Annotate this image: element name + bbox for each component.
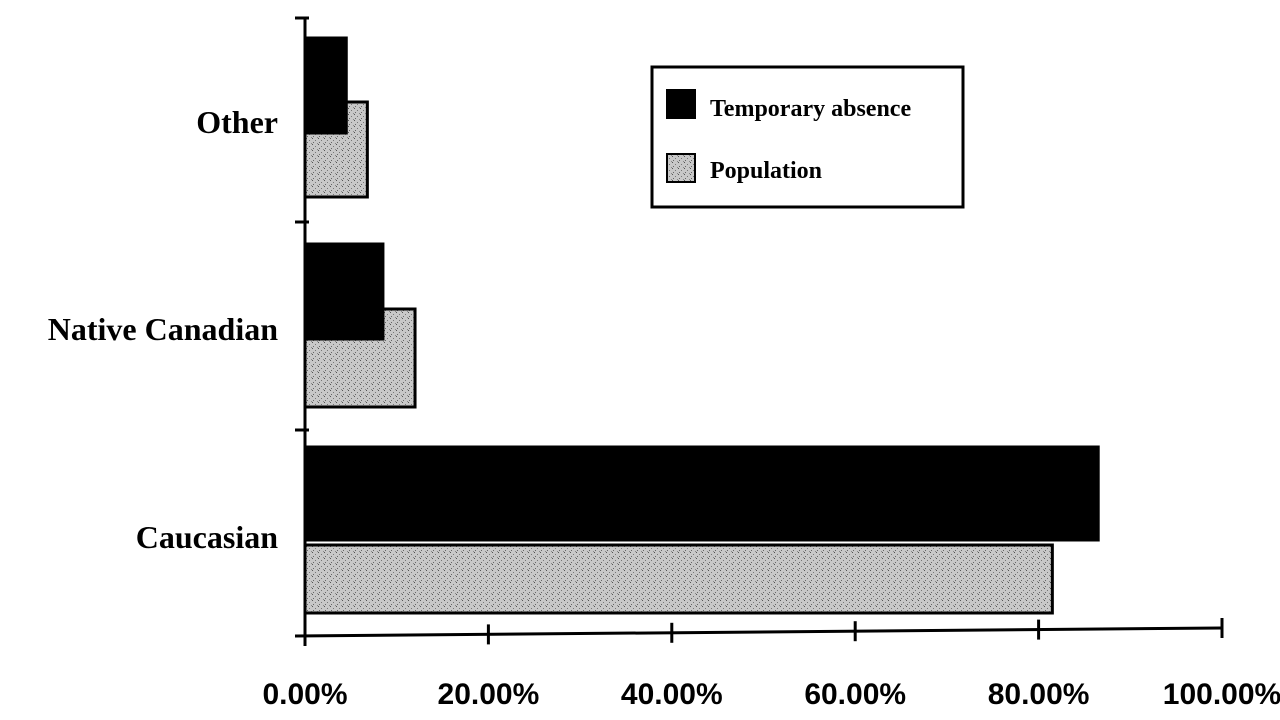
category-label: Caucasian	[136, 519, 278, 555]
x-tick-label: 40.00%	[621, 678, 723, 711]
category-label: Other	[196, 104, 278, 140]
x-axis-line	[294, 626, 1223, 638]
x-tick-label: 60.00%	[804, 678, 906, 711]
x-tick-label: 100.00%	[1163, 678, 1280, 711]
x-tick-label: 80.00%	[988, 678, 1090, 711]
bar-other-temporary-absence	[303, 36, 348, 135]
x-tick-label: 0.00%	[262, 678, 347, 711]
legend-label: Temporary absence	[710, 96, 911, 122]
legend-label: Population	[710, 158, 822, 184]
bar-native-canadian-temporary-absence	[303, 242, 385, 341]
x-tick-label: 20.00%	[438, 678, 540, 711]
bar-caucasian-temporary-absence	[303, 445, 1100, 542]
bar-caucasian-population	[303, 543, 1054, 615]
legend: Temporary absence Population	[650, 65, 965, 209]
legend-box	[650, 65, 965, 209]
legend-swatch	[666, 89, 696, 119]
category-label: Native Canadian	[48, 311, 278, 347]
legend-swatch	[666, 153, 696, 183]
